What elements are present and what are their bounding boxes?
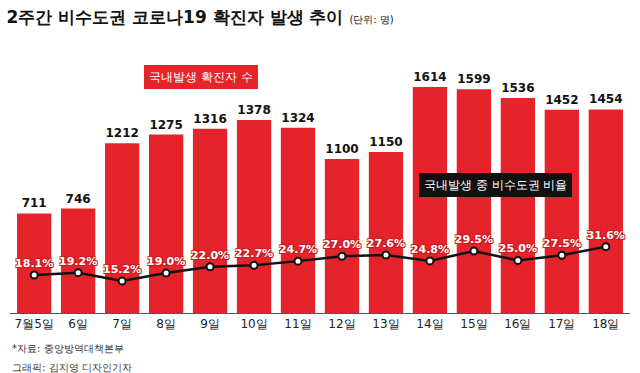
svg-text:19.2%: 19.2% bbox=[59, 255, 97, 268]
svg-text:1599: 1599 bbox=[457, 72, 490, 86]
svg-text:16일: 16일 bbox=[504, 317, 531, 331]
svg-text:27.6%: 27.6% bbox=[367, 237, 405, 250]
svg-text:1212: 1212 bbox=[105, 126, 138, 140]
svg-text:31.6%: 31.6% bbox=[587, 229, 625, 242]
svg-text:25.0%: 25.0% bbox=[499, 242, 537, 255]
svg-text:19.0%: 19.0% bbox=[147, 255, 185, 268]
svg-text:7일: 7일 bbox=[112, 317, 132, 331]
svg-text:8일: 8일 bbox=[156, 317, 176, 331]
svg-text:12일: 12일 bbox=[328, 317, 355, 331]
svg-text:1100: 1100 bbox=[325, 142, 358, 156]
svg-text:14일: 14일 bbox=[416, 317, 443, 331]
svg-text:11일: 11일 bbox=[284, 317, 311, 331]
svg-text:22.7%: 22.7% bbox=[235, 247, 273, 260]
svg-text:17일: 17일 bbox=[548, 317, 575, 331]
svg-text:그래픽: 김지영 디자인기자: 그래픽: 김지영 디자인기자 bbox=[12, 362, 132, 373]
svg-text:27.0%: 27.0% bbox=[323, 238, 361, 251]
svg-text:18.1%: 18.1% bbox=[15, 257, 53, 270]
svg-text:*자료: 중앙방역대책본부: *자료: 중앙방역대책본부 bbox=[12, 343, 124, 354]
svg-text:711: 711 bbox=[22, 196, 47, 210]
svg-text:15.2%: 15.2% bbox=[103, 263, 141, 276]
svg-text:24.8%: 24.8% bbox=[411, 243, 449, 256]
svg-text:24.7%: 24.7% bbox=[279, 243, 317, 256]
svg-text:18일: 18일 bbox=[592, 317, 619, 331]
svg-text:13일: 13일 bbox=[372, 317, 399, 331]
svg-text:2주간 비수도권 코로나19 확진자 발생 추이 (단위:: 2주간 비수도권 코로나19 확진자 발생 추이 (단위: 명) bbox=[6, 7, 393, 27]
svg-text:22.0%: 22.0% bbox=[191, 249, 229, 262]
svg-text:1614: 1614 bbox=[413, 70, 446, 84]
svg-text:1536: 1536 bbox=[501, 81, 534, 95]
svg-text:국내발생 확진자 수: 국내발생 확진자 수 bbox=[149, 70, 253, 84]
svg-text:6일: 6일 bbox=[68, 317, 88, 331]
svg-text:1150: 1150 bbox=[369, 135, 402, 149]
svg-text:15일: 15일 bbox=[460, 317, 487, 331]
svg-text:1324: 1324 bbox=[281, 111, 314, 125]
svg-text:9일: 9일 bbox=[200, 317, 220, 331]
svg-text:1275: 1275 bbox=[149, 118, 182, 132]
svg-text:1316: 1316 bbox=[193, 112, 226, 126]
svg-text:1454: 1454 bbox=[589, 92, 622, 106]
svg-text:29.5%: 29.5% bbox=[455, 233, 493, 246]
svg-text:10일: 10일 bbox=[240, 317, 267, 331]
svg-text:7월5일: 7월5일 bbox=[15, 317, 54, 331]
svg-text:1378: 1378 bbox=[237, 103, 270, 117]
svg-text:27.5%: 27.5% bbox=[543, 237, 581, 250]
svg-text:1452: 1452 bbox=[545, 93, 578, 107]
svg-text:국내발생 중 비수도권 비율: 국내발생 중 비수도권 비율 bbox=[424, 178, 567, 192]
svg-text:746: 746 bbox=[66, 192, 91, 206]
